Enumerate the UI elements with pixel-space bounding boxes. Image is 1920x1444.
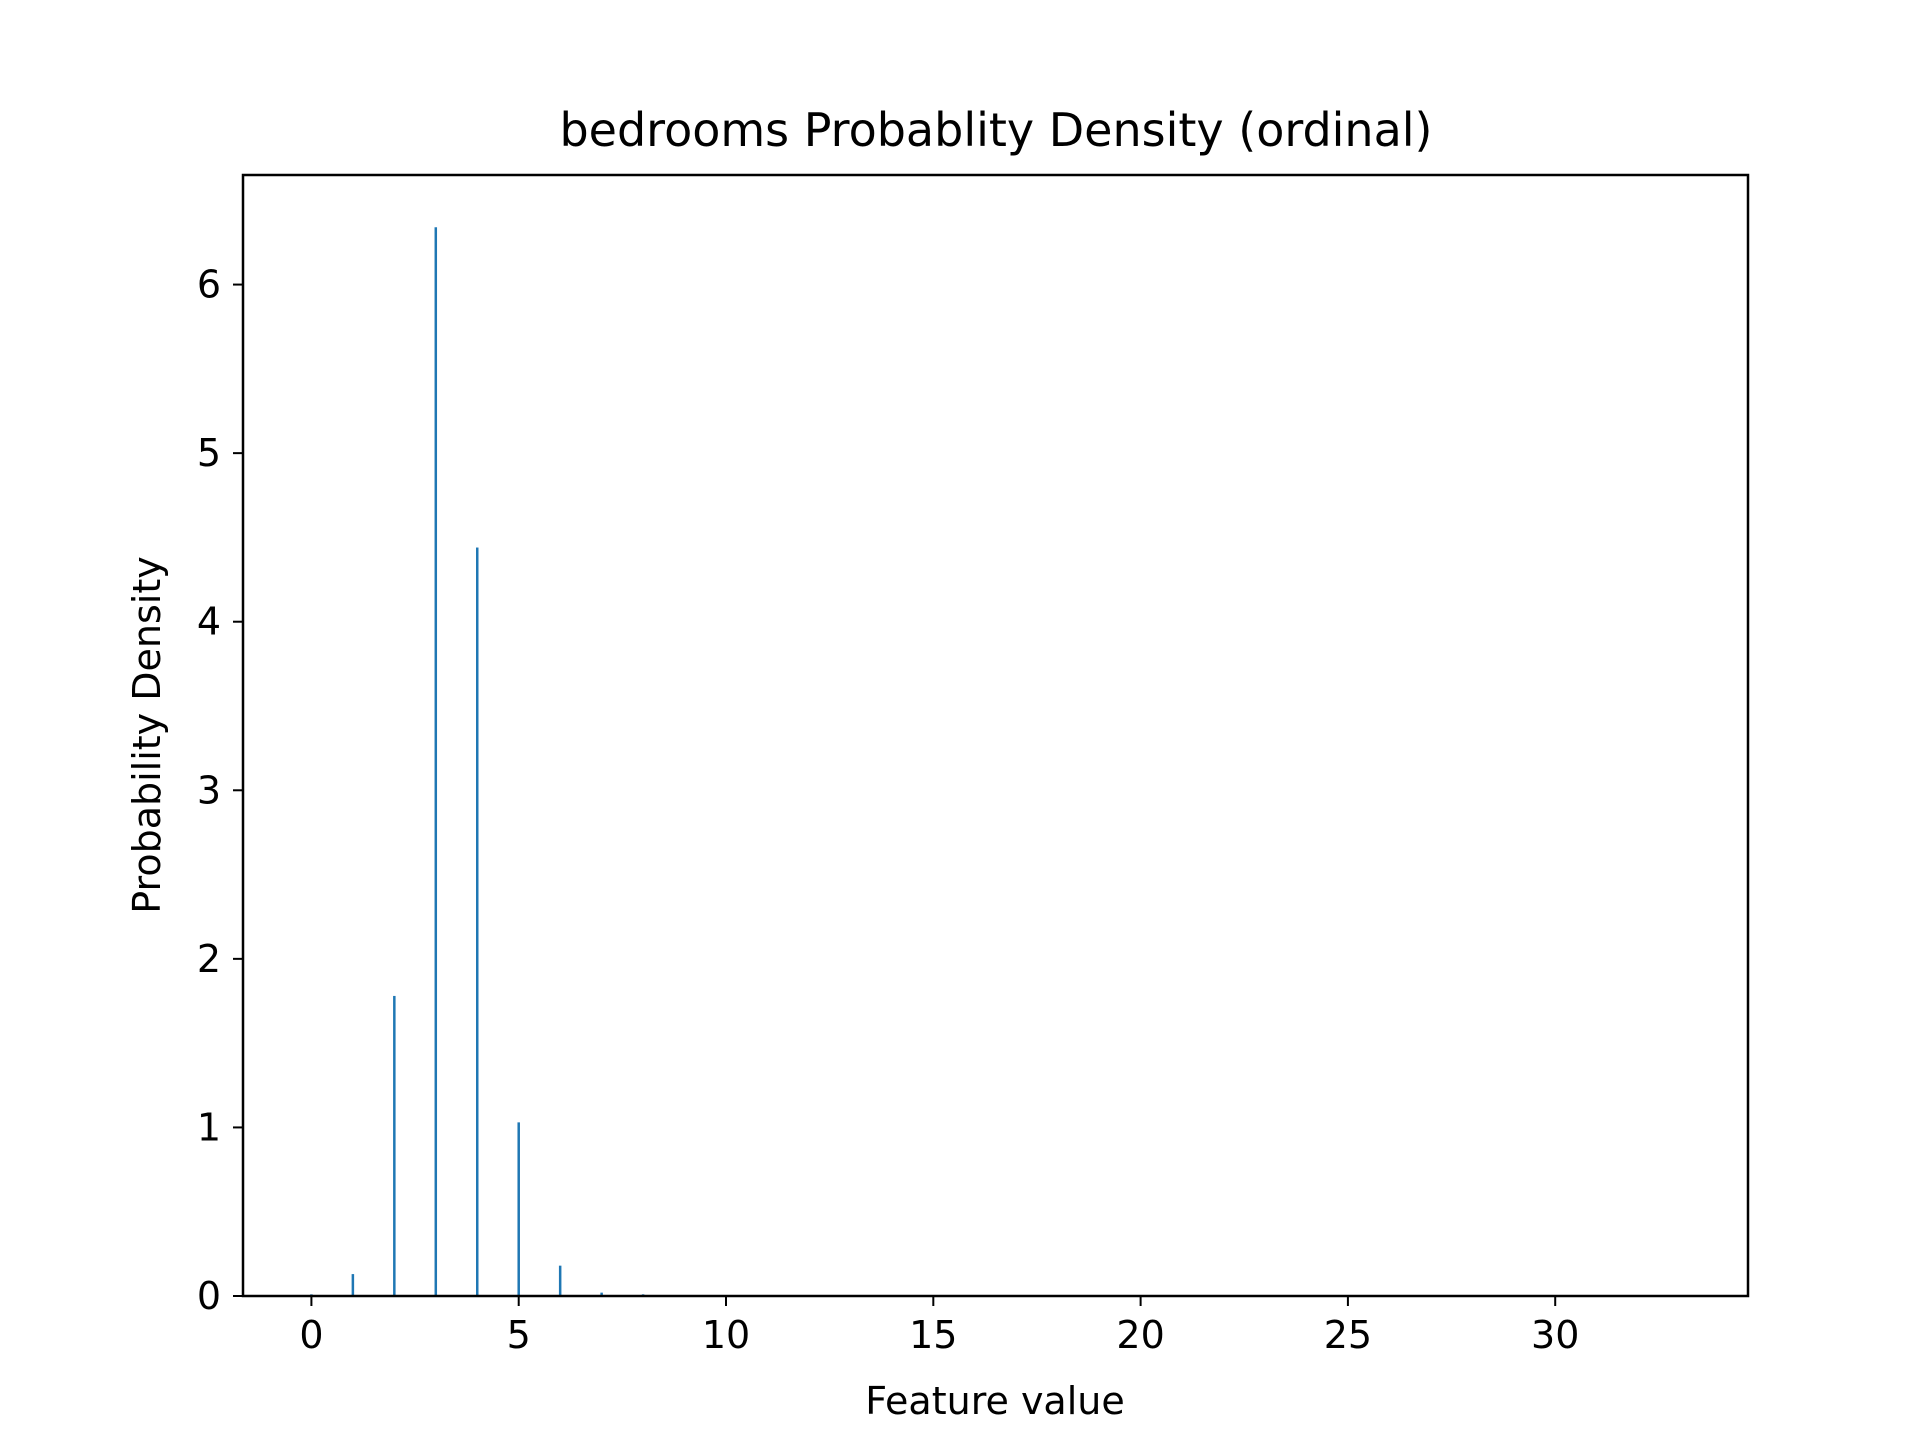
y-tick-label-4: 4	[197, 600, 221, 644]
y-tick-label-6: 6	[197, 263, 221, 307]
bar-x-5	[517, 1122, 520, 1296]
bar-x-6	[558, 1265, 562, 1296]
chart-title: bedrooms Probablity Density (ordinal)	[559, 103, 1432, 157]
x-tick-label-25: 25	[1324, 1313, 1372, 1357]
y-tick-label-1: 1	[197, 1105, 221, 1149]
x-axis-ticks: 0 5 10 15 20 25 30	[299, 1296, 1579, 1357]
x-axis-label: Feature value	[865, 1379, 1124, 1423]
x-tick-label-0: 0	[299, 1313, 323, 1357]
y-tick-label-2: 2	[197, 937, 221, 981]
y-tick-label-3: 3	[197, 768, 221, 812]
bar-x-7	[600, 1292, 603, 1296]
y-tick-label-0: 0	[197, 1274, 221, 1318]
x-tick-label-5: 5	[507, 1313, 531, 1357]
x-tick-label-10: 10	[702, 1313, 750, 1357]
y-tick-label-5: 5	[197, 431, 221, 475]
bar-x-4	[476, 547, 479, 1296]
bar-x-1	[351, 1274, 355, 1296]
x-tick-label-30: 30	[1531, 1313, 1579, 1357]
plot-frame	[241, 173, 1750, 1298]
x-tick-label-15: 15	[909, 1313, 957, 1357]
y-axis-ticks: 0 1 2 3 4 5 6	[197, 263, 243, 1318]
y-axis-label: Probability Density	[125, 556, 169, 913]
x-tick-label-20: 20	[1116, 1313, 1164, 1357]
bar-x-3	[434, 227, 438, 1296]
bar-x-2	[393, 995, 396, 1296]
